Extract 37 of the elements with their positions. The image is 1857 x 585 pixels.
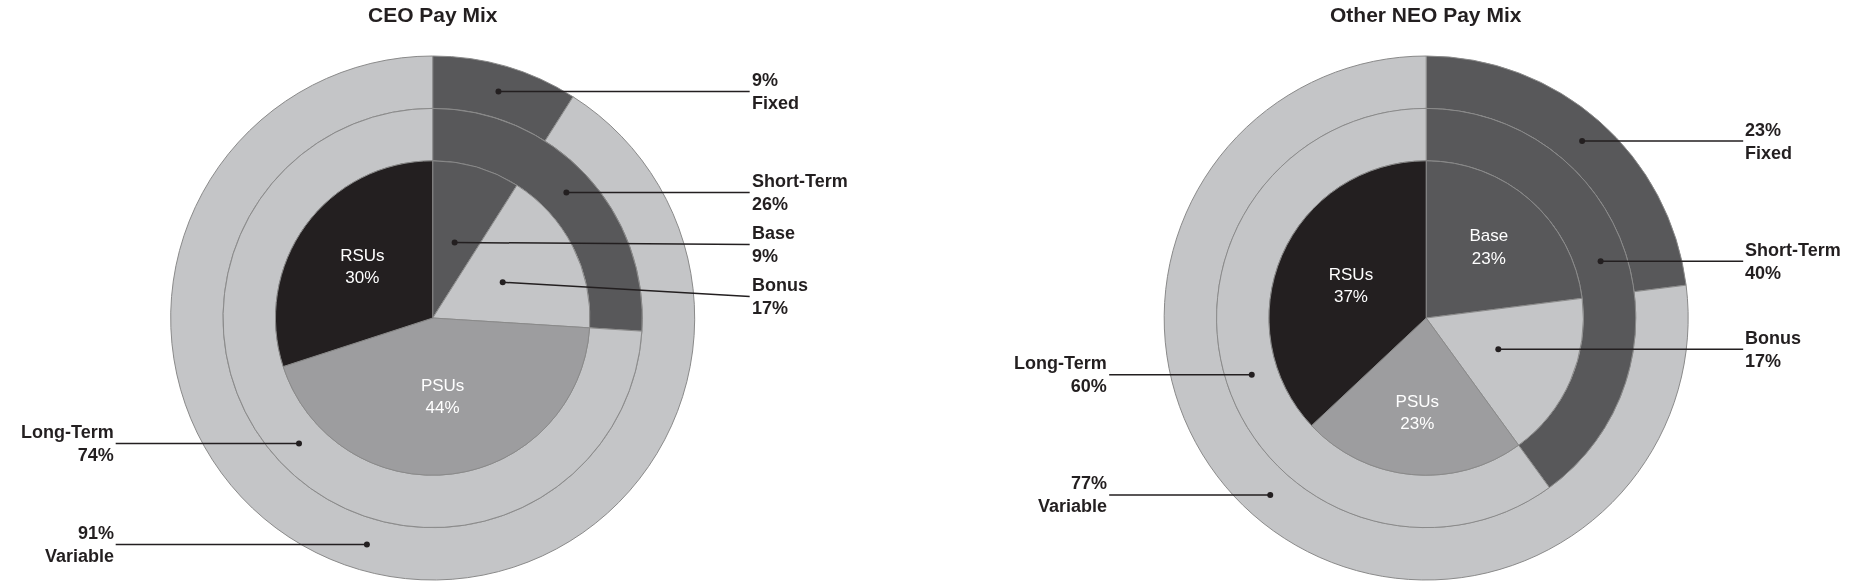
slice-label: PSUs bbox=[1395, 391, 1440, 411]
data-label: 44% bbox=[425, 398, 460, 418]
slice-label: Long-Term bbox=[21, 422, 114, 442]
donut-slice bbox=[1163, 55, 1689, 581]
data-label: 17% bbox=[1745, 351, 1782, 372]
slice-label: Long-Term bbox=[1014, 353, 1107, 373]
slice-label: RSUs bbox=[1328, 264, 1374, 284]
data-label: 23% bbox=[1745, 120, 1782, 140]
data-label: 37% bbox=[1333, 287, 1368, 306]
donut-slice bbox=[170, 55, 696, 581]
data-label: 23% bbox=[1471, 248, 1506, 268]
data-label: 74% bbox=[77, 445, 114, 466]
data-label: 9% bbox=[752, 246, 779, 267]
data-label: 23% bbox=[1400, 413, 1435, 433]
slice-label: Bonus bbox=[752, 275, 808, 295]
slice-label: Fixed bbox=[752, 93, 800, 114]
chart-title: CEO Pay Mix bbox=[368, 3, 498, 26]
slice-label: Bonus bbox=[1745, 328, 1801, 348]
chart-title: Other NEO Pay Mix bbox=[1330, 3, 1522, 26]
slice-label: Short-Term bbox=[752, 171, 848, 191]
slice-label: Short-Term bbox=[1745, 240, 1841, 260]
data-label: 91% bbox=[78, 523, 115, 543]
slice-label: Base bbox=[1469, 226, 1509, 246]
slice-label: Base bbox=[752, 223, 796, 243]
data-label: 26% bbox=[752, 194, 789, 215]
data-label: 17% bbox=[752, 298, 789, 319]
slice-label: PSUs bbox=[420, 376, 465, 396]
data-label: 30% bbox=[345, 268, 380, 288]
slice-label: Variable bbox=[45, 546, 115, 567]
donut-slice bbox=[222, 107, 643, 528]
data-label: 60% bbox=[1070, 376, 1107, 397]
slice-label: Fixed bbox=[1745, 143, 1793, 164]
data-label: 9% bbox=[752, 70, 779, 90]
data-label: 77% bbox=[1071, 473, 1108, 493]
data-label: 40% bbox=[1745, 263, 1782, 284]
slice-label: RSUs bbox=[340, 246, 385, 266]
slice-label: Variable bbox=[1038, 496, 1108, 517]
